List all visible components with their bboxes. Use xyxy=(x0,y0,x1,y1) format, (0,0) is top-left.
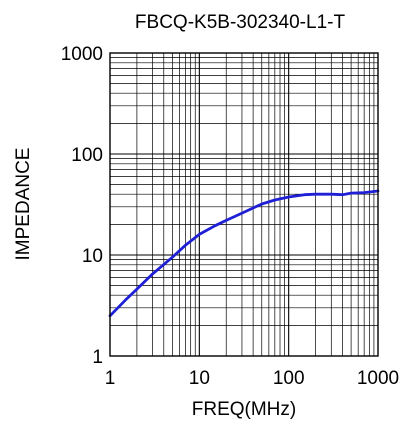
x-tick-label: 1000 xyxy=(357,368,399,389)
y-tick-label: 1000 xyxy=(61,44,103,65)
x-tick-labels: 1 10 100 1000 xyxy=(105,368,399,389)
x-tick-label: 100 xyxy=(273,368,305,389)
y-tick-label: 10 xyxy=(82,246,103,267)
series-layer xyxy=(108,189,380,318)
plot-frame xyxy=(109,52,379,357)
y-tick-label: 100 xyxy=(71,145,103,166)
x-tick-label: 1 xyxy=(105,368,116,389)
x-tick-label: 10 xyxy=(189,368,210,389)
plot-grid xyxy=(110,53,378,356)
y-tick-labels: 1 10 100 1000 xyxy=(61,44,103,368)
impedance-curve xyxy=(108,189,380,318)
y-axis-label: IMPEDANCE xyxy=(13,148,34,261)
chart-title: FBCQ-K5B-302340-L1-T xyxy=(135,12,346,33)
x-axis-label: FREQ(MHz) xyxy=(192,399,296,420)
y-tick-label: 1 xyxy=(92,347,103,368)
